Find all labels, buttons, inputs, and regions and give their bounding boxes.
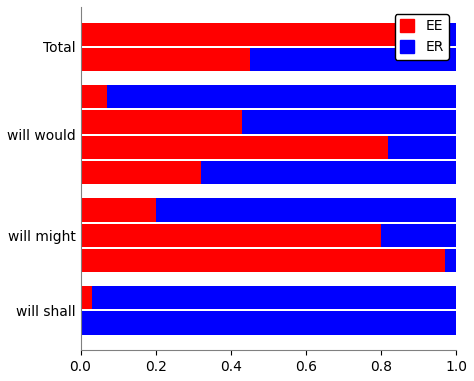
Bar <box>81 48 249 71</box>
Bar <box>249 48 456 71</box>
Bar <box>201 161 456 184</box>
Bar <box>81 136 389 159</box>
Bar <box>107 85 456 108</box>
Bar <box>389 136 456 159</box>
Bar <box>81 286 92 309</box>
Bar <box>381 224 456 247</box>
Bar <box>155 198 456 222</box>
Bar <box>92 286 456 309</box>
Bar <box>81 22 419 46</box>
Bar <box>81 110 242 134</box>
Bar <box>81 161 201 184</box>
Bar <box>81 249 445 272</box>
Legend: EE, ER: EE, ER <box>395 14 449 60</box>
Bar <box>419 22 456 46</box>
Bar <box>81 198 155 222</box>
Bar <box>81 311 456 335</box>
Bar <box>242 110 456 134</box>
Bar <box>81 224 381 247</box>
Bar <box>81 85 107 108</box>
Bar <box>445 249 456 272</box>
